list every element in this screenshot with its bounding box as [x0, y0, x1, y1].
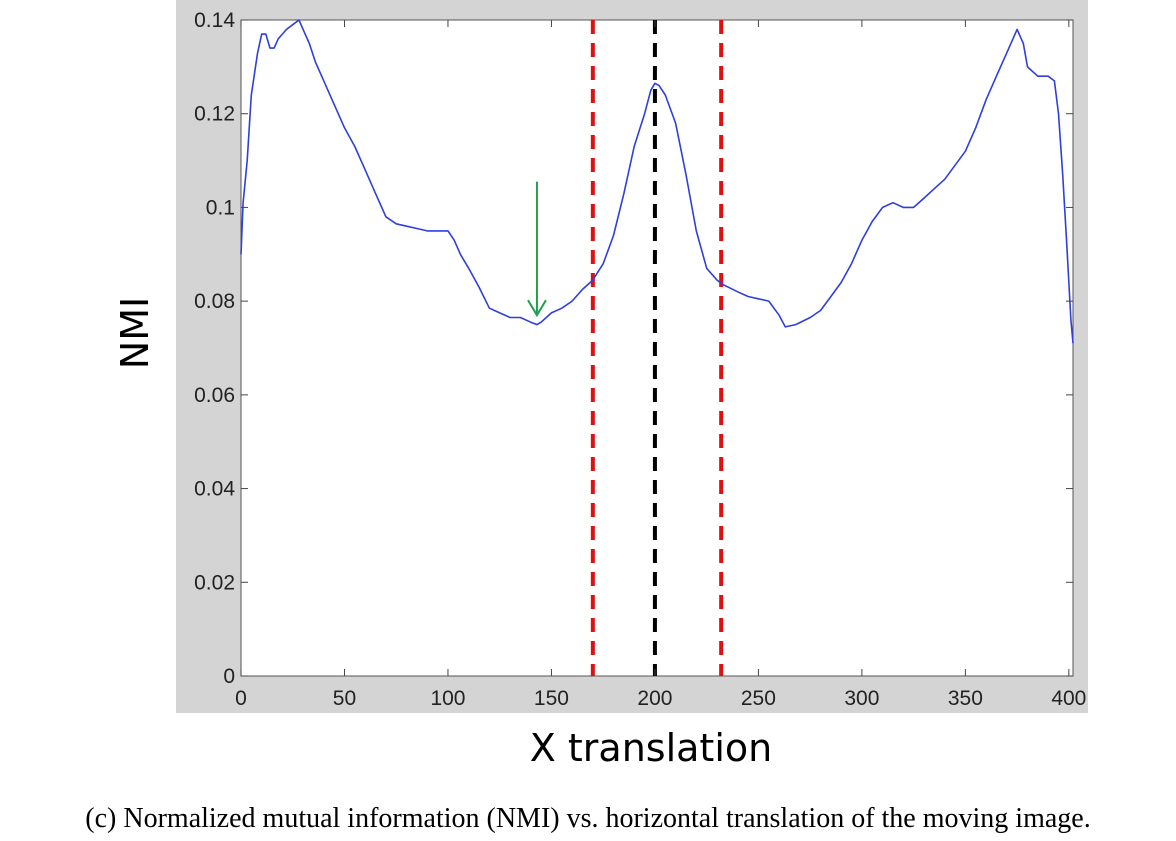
x-tick-label: 350	[948, 687, 983, 710]
axis-ticks: 0 50 100 150 200 250 300 350 400 0 0.02 0.04 0.06 0.0…	[194, 9, 1086, 710]
x-tick-label: 50	[333, 687, 356, 710]
y-tick-label: 0	[223, 665, 235, 688]
nmi-curve	[240, 19, 1074, 344]
x-tick-label: 250	[741, 687, 776, 710]
x-tick-label: 150	[534, 687, 569, 710]
figure-caption: (c) Normalized mutual information (NMI) …	[85, 803, 1091, 834]
y-tick-label: 0.02	[194, 571, 235, 594]
plot-area	[240, 19, 1074, 677]
y-tick-label: 0.08	[194, 290, 235, 313]
y-axis-label: NMI	[113, 297, 157, 369]
x-tick-label: 0	[235, 687, 247, 710]
y-tick-label: 0.14	[194, 9, 235, 32]
y-tick-label: 0.04	[194, 478, 235, 501]
x-tick-label: 300	[844, 687, 879, 710]
x-tick-label: 200	[637, 687, 672, 710]
y-tick-label: 0.12	[194, 103, 235, 126]
annotation-arrow-group	[527, 181, 547, 318]
reference-lines	[590, 20, 724, 676]
x-tick-label: 400	[1051, 687, 1086, 710]
green-arrow-head	[527, 299, 547, 318]
x-axis-label: X translation	[530, 726, 772, 770]
y-tick-label: 0.06	[194, 384, 235, 407]
y-tick-label: 0.1	[206, 196, 235, 219]
nmi-chart: 0 50 100 150 200 250 300 350 400 0 0.02 0.04 0.06 0.0…	[113, 0, 1088, 770]
x-tick-label: 100	[430, 687, 465, 710]
